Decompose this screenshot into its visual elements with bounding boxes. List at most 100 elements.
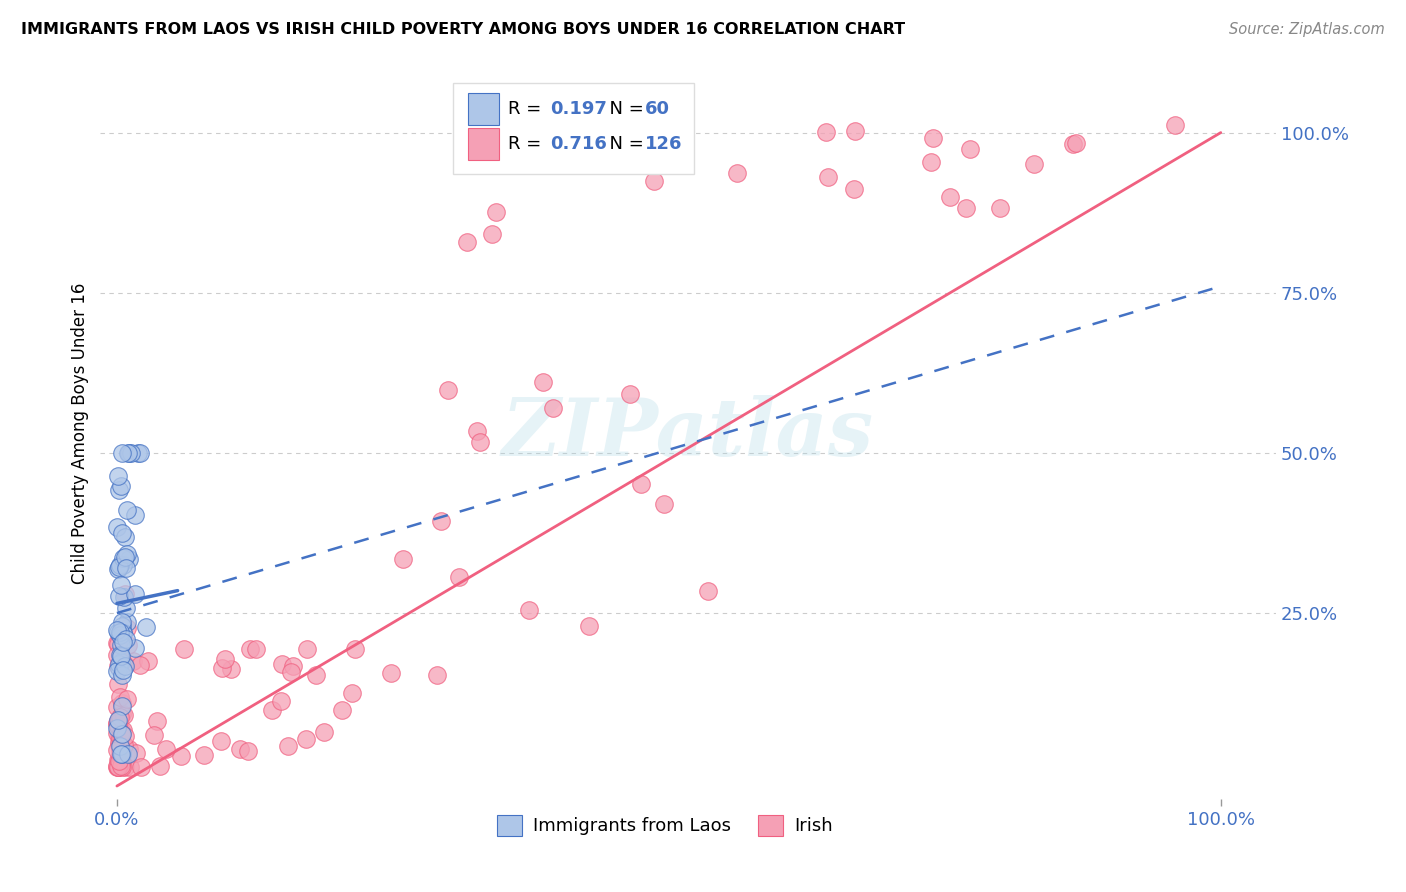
Point xyxy=(1022,157,1045,171)
Point xyxy=(110,624,132,639)
FancyBboxPatch shape xyxy=(468,93,499,125)
Point xyxy=(107,657,129,672)
Point xyxy=(107,719,129,733)
Point xyxy=(447,570,470,584)
Point xyxy=(111,526,134,541)
Point xyxy=(988,201,1011,215)
Point xyxy=(112,591,135,605)
Point xyxy=(120,446,142,460)
Point xyxy=(485,205,508,219)
Point xyxy=(111,446,134,460)
Point xyxy=(110,727,132,741)
Point xyxy=(1062,137,1084,152)
Point xyxy=(630,477,652,491)
Point xyxy=(456,235,478,249)
Point xyxy=(107,589,129,603)
Legend: Immigrants from Laos, Irish: Immigrants from Laos, Irish xyxy=(488,805,842,845)
Point xyxy=(107,717,129,731)
Point xyxy=(239,642,262,657)
Point xyxy=(155,741,177,756)
Point xyxy=(112,708,135,723)
Point xyxy=(619,386,641,401)
Point xyxy=(118,446,141,460)
Text: 60: 60 xyxy=(645,100,669,118)
Point xyxy=(696,584,718,599)
Point xyxy=(108,735,131,749)
Point xyxy=(110,615,132,629)
Point xyxy=(110,627,132,641)
Point xyxy=(111,697,134,711)
Point xyxy=(486,152,509,166)
Point xyxy=(110,755,132,769)
Point xyxy=(939,189,962,203)
Point xyxy=(124,508,146,523)
Point xyxy=(725,166,748,180)
Point xyxy=(114,587,136,601)
Point xyxy=(652,497,675,511)
Point xyxy=(277,739,299,754)
Point xyxy=(281,658,304,673)
Point xyxy=(107,754,129,768)
Point xyxy=(295,641,318,656)
Point xyxy=(280,665,302,679)
Point xyxy=(437,383,460,397)
Point xyxy=(112,657,135,672)
Point xyxy=(115,560,138,574)
Point xyxy=(108,731,131,745)
Point xyxy=(107,625,129,640)
Point xyxy=(342,686,364,700)
Point xyxy=(110,729,132,743)
Point xyxy=(105,623,128,637)
Point xyxy=(270,694,292,708)
FancyBboxPatch shape xyxy=(468,128,499,160)
Point xyxy=(481,227,503,242)
Point xyxy=(110,747,132,761)
Point xyxy=(312,724,335,739)
Point xyxy=(844,124,866,138)
Point xyxy=(105,743,128,757)
Point xyxy=(127,446,149,460)
Point xyxy=(105,664,128,678)
Point xyxy=(105,758,128,772)
Text: N =: N = xyxy=(598,135,650,153)
Point xyxy=(380,665,402,680)
Point xyxy=(110,638,132,652)
Point xyxy=(114,760,136,774)
Point xyxy=(111,747,134,761)
Point xyxy=(211,661,233,675)
Point xyxy=(110,479,132,493)
Point xyxy=(193,747,215,762)
Point xyxy=(343,641,366,656)
Point xyxy=(114,659,136,673)
Point xyxy=(118,742,141,756)
Point xyxy=(146,714,169,728)
Point xyxy=(122,654,145,668)
Point xyxy=(105,648,128,663)
Point xyxy=(108,754,131,768)
Point xyxy=(112,738,135,752)
Point xyxy=(305,667,328,681)
Point xyxy=(110,627,132,641)
Point xyxy=(110,625,132,640)
Point xyxy=(107,659,129,673)
Point xyxy=(110,723,132,737)
Point xyxy=(107,637,129,651)
Point xyxy=(135,620,157,634)
Point xyxy=(107,721,129,735)
Point xyxy=(111,760,134,774)
Point xyxy=(959,142,981,156)
Point xyxy=(110,648,132,663)
Point xyxy=(115,692,138,706)
Point xyxy=(111,626,134,640)
Point xyxy=(666,153,689,168)
FancyBboxPatch shape xyxy=(453,83,695,175)
Point xyxy=(111,663,134,677)
Point xyxy=(921,130,943,145)
Point xyxy=(110,725,132,739)
Point xyxy=(229,742,252,756)
Point xyxy=(142,728,165,742)
Point xyxy=(173,641,195,656)
Point xyxy=(114,729,136,743)
Text: R =: R = xyxy=(509,135,547,153)
Point xyxy=(129,446,152,460)
